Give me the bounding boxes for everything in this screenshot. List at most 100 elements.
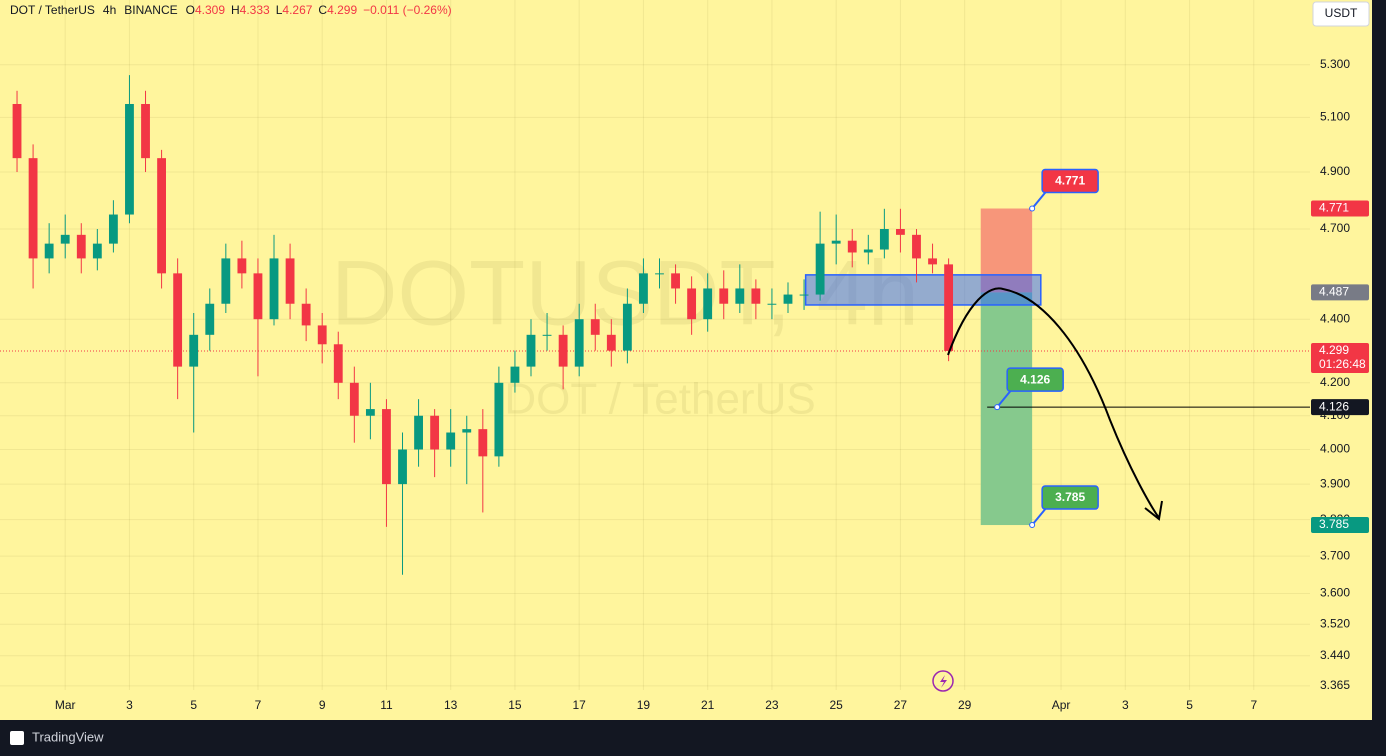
plot: 5.3005.1004.9004.7004.4004.2004.1004.000… [0,0,1369,712]
x-tick-label: 7 [1250,698,1257,712]
candle-body [301,303,311,326]
ohlc-label: C [318,3,327,17]
exchange: BINANCE [124,3,177,17]
x-tick-label: 27 [894,698,908,712]
x-tick-label: 3 [126,698,133,712]
ohlc-label: O [186,3,195,17]
ohlc-value: 4.309 [195,3,225,17]
candle-body [815,243,825,295]
change: −0.011 (−0.26%) [363,3,452,17]
callout-connector [1031,190,1047,210]
ohlc-value: 4.333 [240,3,270,17]
candle-body [526,334,536,367]
candle-body [912,234,921,259]
arrow-head [1144,500,1163,521]
candle-body [687,288,697,320]
footer-bar [0,720,1386,756]
callout-box [1041,485,1099,510]
x-tick-label: 17 [573,698,587,712]
price-tag [1311,399,1369,416]
candle-body [12,103,22,159]
candle-body [317,325,327,345]
currency[interactable]: USDT [1325,6,1358,20]
candle-body [655,273,664,275]
ohlc-label: L [276,3,283,17]
x-tick-label: 7 [255,698,262,712]
y-tick-label: 4.400 [1320,311,1350,325]
candle-body [382,409,391,485]
candle-body [928,258,937,265]
x-tick-label: Apr [1052,698,1071,712]
y-tick-label: 3.365 [1320,678,1350,692]
candle-body [542,334,552,336]
candle-body [847,240,857,253]
candle-body [494,382,504,457]
price-tag [1311,284,1369,301]
candle-body [751,288,761,304]
x-tick-label: 25 [829,698,843,712]
candle-body [639,273,648,304]
candle-body [76,234,86,259]
x-tick-label: 19 [637,698,651,712]
y-tick-label: 4.700 [1320,221,1350,235]
x-tick-label: 13 [444,698,458,712]
candle-body [349,382,359,416]
price-tag [1311,342,1369,373]
callout-box [1006,367,1064,392]
y-tick-label: 3.520 [1320,616,1350,630]
candle-body [478,429,488,457]
callout-label: 3.785 [1055,490,1085,504]
callout-connector [1031,507,1047,526]
y-tick-label: 3.600 [1320,586,1350,600]
candle-body [269,258,279,320]
candle-body [671,273,680,289]
candle-body [141,103,150,159]
candle-body [510,366,520,383]
candle-body [558,334,568,367]
candle-body [285,258,295,304]
supply-zone [804,274,1042,306]
candle-body [944,264,954,351]
y-tick-label: 4.900 [1320,164,1350,178]
header: DOT / TetherUS 4h BINANCE O4.309 H4.333 L4.26… [10,3,452,17]
event-icon[interactable] [932,670,954,692]
candle-body [92,243,102,259]
event-icon-bolt [940,675,947,688]
x-tick-label: 9 [319,698,326,712]
candle-body [879,229,889,250]
callout-anchor [1029,205,1036,212]
y-tick-label: 3.440 [1320,648,1350,662]
y-tick-label: 3.900 [1320,476,1350,490]
candle-body [446,432,456,450]
x-tick-label: 5 [190,698,197,712]
currency-button[interactable] [1312,1,1370,27]
candle-body [108,214,118,244]
candle-body [157,158,166,274]
interval: 4h [103,3,116,17]
price-tag-label: 4.126 [1319,399,1349,413]
candle-body [237,258,247,274]
candle-body [719,288,729,304]
candle-body [574,319,584,367]
ohlc-label: H [231,3,240,17]
ohlc-value: 4.299 [327,3,357,17]
y-tick-label: 4.200 [1320,375,1350,389]
x-tick-label: 11 [380,698,393,712]
candle-body [735,288,745,304]
candle-body [783,294,793,304]
candle-body [253,273,263,320]
ohlc-value: 4.267 [282,3,312,17]
candle-body [606,334,616,351]
candle-body [462,429,472,433]
watermark-subtitle: DOT / TetherUS [504,375,815,424]
candle-body [703,288,713,320]
price-tag-label: 4.487 [1319,285,1349,299]
y-tick-label: 3.700 [1320,548,1350,562]
candle-body [799,294,809,296]
candle-body [398,449,407,485]
callout-box [1041,168,1099,194]
forecast-arrow [947,287,1160,519]
footer-brand: TradingView [32,729,104,744]
